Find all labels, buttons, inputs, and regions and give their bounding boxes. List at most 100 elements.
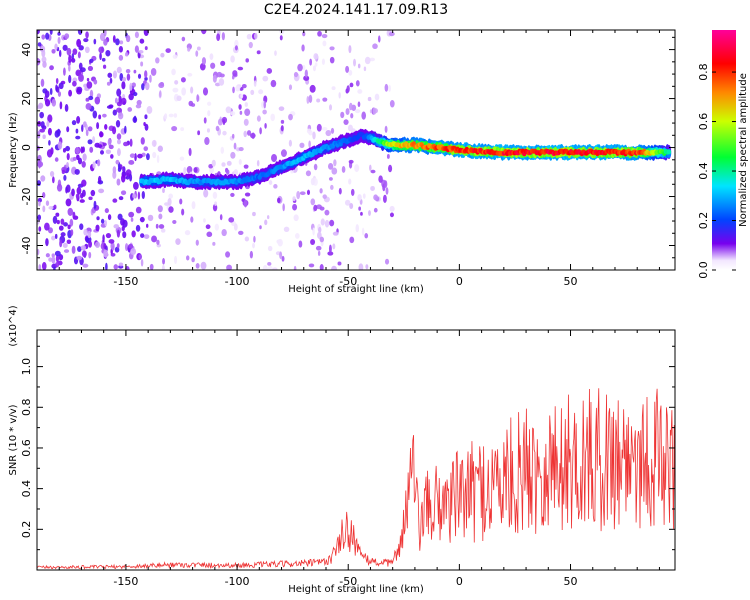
- noise-speckle: [302, 65, 306, 71]
- noise-speckle: [220, 60, 226, 67]
- noise-speckle: [103, 30, 107, 37]
- noise-speckle: [129, 138, 133, 147]
- noise-speckle: [317, 30, 322, 37]
- noise-speckle: [306, 95, 310, 104]
- noise-speckle: [322, 40, 327, 47]
- noise-speckle: [63, 67, 66, 76]
- noise-speckle: [133, 91, 138, 97]
- noise-speckle: [81, 124, 84, 133]
- noise-speckle: [40, 175, 46, 182]
- noise-speckle: [363, 66, 367, 72]
- noise-speckle: [230, 151, 236, 159]
- noise-speckle: [221, 32, 225, 41]
- noise-speckle: [132, 193, 136, 199]
- noise-speckle: [144, 46, 148, 51]
- noise-speckle: [280, 119, 285, 124]
- noise-speckle: [250, 89, 255, 96]
- noise-speckle: [58, 82, 64, 90]
- noise-speckle: [304, 69, 308, 78]
- noise-speckle: [51, 253, 55, 258]
- noise-speckle: [71, 53, 75, 60]
- noise-speckle: [273, 184, 278, 189]
- noise-speckle: [333, 159, 337, 167]
- noise-speckle: [215, 125, 220, 132]
- noise-speckle: [212, 191, 218, 199]
- noise-speckle: [119, 40, 124, 45]
- noise-speckle: [68, 64, 71, 72]
- noise-speckle: [39, 128, 45, 133]
- noise-speckle: [267, 245, 273, 252]
- noise-speckle: [184, 230, 191, 236]
- noise-speckle: [136, 99, 142, 106]
- noise-speckle: [270, 113, 275, 122]
- noise-speckle: [82, 121, 87, 128]
- noise-speckle: [201, 57, 207, 65]
- noise-speckle: [143, 30, 149, 37]
- noise-speckle: [181, 87, 187, 96]
- noise-speckle: [124, 52, 129, 57]
- noise-speckle: [191, 257, 195, 263]
- noise-speckle: [384, 125, 388, 133]
- noise-speckle: [191, 201, 196, 210]
- noise-speckle: [49, 170, 55, 177]
- noise-speckle: [98, 188, 105, 194]
- noise-speckle: [108, 144, 114, 150]
- noise-speckle: [38, 160, 41, 169]
- noise-speckle: [293, 214, 299, 222]
- noise-speckle: [125, 34, 131, 43]
- noise-speckle: [83, 228, 88, 236]
- noise-speckle: [45, 200, 50, 206]
- noise-speckle: [125, 69, 131, 74]
- noise-speckle: [110, 252, 116, 257]
- noise-speckle: [243, 199, 248, 208]
- noise-speckle: [315, 245, 322, 251]
- noise-speckle: [85, 31, 89, 39]
- noise-speckle: [204, 137, 210, 146]
- noise-speckle: [174, 80, 179, 85]
- noise-speckle: [173, 113, 178, 118]
- noise-speckle: [358, 263, 364, 270]
- noise-speckle: [48, 206, 54, 210]
- noise-speckle: [329, 104, 333, 111]
- noise-speckle: [168, 206, 174, 213]
- noise-speckle: [57, 36, 61, 45]
- noise-speckle: [64, 104, 69, 112]
- noise-speckle: [175, 238, 181, 245]
- noise-speckle: [310, 177, 315, 186]
- noise-speckle: [369, 164, 372, 172]
- noise-speckle: [42, 61, 47, 68]
- noise-speckle: [341, 165, 346, 173]
- noise-speckle: [94, 241, 100, 248]
- noise-speckle: [51, 48, 56, 54]
- noise-speckle: [75, 135, 81, 140]
- noise-speckle: [96, 159, 101, 167]
- noise-speckle: [179, 156, 185, 161]
- noise-speckle: [338, 92, 341, 99]
- noise-speckle: [59, 239, 63, 248]
- noise-speckle: [79, 199, 85, 203]
- noise-speckle: [248, 41, 253, 49]
- noise-speckle: [309, 58, 313, 66]
- noise-speckle: [84, 46, 90, 54]
- noise-speckle: [134, 45, 139, 53]
- snr-frame: [36, 329, 676, 571]
- noise-speckle: [116, 107, 123, 113]
- noise-speckle: [321, 58, 326, 65]
- y-tick-label: 0.4: [20, 480, 33, 498]
- noise-speckle: [197, 130, 201, 136]
- x-tick-label: 0: [456, 275, 463, 288]
- noise-speckle: [181, 36, 186, 42]
- noise-speckle: [81, 179, 87, 187]
- noise-speckle: [308, 140, 311, 148]
- noise-speckle: [279, 35, 283, 41]
- noise-speckle: [384, 258, 390, 265]
- noise-speckle: [76, 186, 82, 195]
- noise-speckle: [262, 75, 269, 82]
- noise-speckle: [214, 223, 220, 231]
- noise-speckle: [37, 154, 42, 164]
- noise-speckle: [282, 203, 285, 212]
- y-tick-label: -40: [20, 237, 33, 255]
- noise-speckle: [310, 198, 316, 206]
- noise-speckle: [144, 70, 148, 79]
- spectrogram-y-label: Frequency (Hz): [8, 112, 19, 188]
